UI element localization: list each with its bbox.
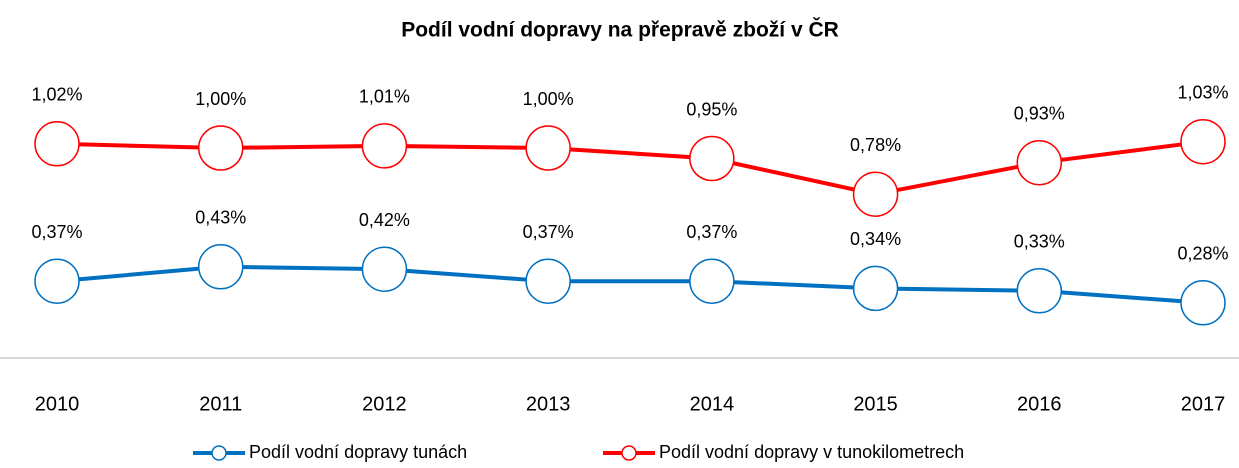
point-marker	[525, 125, 571, 171]
point-marker	[361, 246, 408, 292]
point-marker	[852, 265, 899, 312]
data-label: 1,02%	[31, 85, 82, 105]
point-marker	[525, 258, 571, 304]
data-label: 1,00%	[195, 89, 246, 109]
data-label: 1,03%	[1177, 82, 1228, 102]
data-label: 0,37%	[31, 222, 82, 242]
legend-label: Podíl vodní dopravy tunách	[249, 442, 467, 462]
point-marker	[34, 258, 80, 304]
x-tick-label: 2016	[1017, 393, 1062, 415]
data-label: 0,42%	[359, 210, 410, 230]
chart-title: Podíl vodní dopravy na přepravě zboží v …	[401, 18, 839, 42]
data-label: 0,33%	[1014, 232, 1065, 252]
x-tick-label: 2010	[35, 393, 80, 415]
x-tick-label: 2011	[199, 393, 242, 415]
x-tick-label: 2015	[853, 393, 898, 415]
data-label: 0,93%	[1014, 103, 1065, 123]
point-marker	[689, 135, 735, 182]
x-tick-label: 2013	[526, 393, 571, 415]
data-label: 1,01%	[359, 87, 410, 107]
data-label: 0,28%	[1177, 244, 1228, 264]
point-marker	[34, 121, 80, 167]
x-tick-label: 2012	[362, 393, 407, 415]
point-marker	[361, 123, 408, 169]
point-marker	[197, 125, 244, 171]
point-marker	[689, 258, 735, 304]
point-marker	[1180, 280, 1226, 326]
data-label: 0,37%	[523, 222, 574, 242]
legend-marker	[621, 445, 637, 461]
point-marker	[1180, 118, 1226, 165]
x-tick-label: 2014	[690, 393, 735, 415]
data-label: 0,34%	[850, 229, 901, 249]
data-label: 1,00%	[523, 89, 574, 109]
data-label: 0,37%	[686, 222, 737, 242]
series-line	[56, 139, 1204, 197]
data-label: 0,78%	[850, 135, 901, 155]
data-label: 0,95%	[686, 99, 737, 119]
data-label: 0,43%	[195, 208, 246, 228]
point-marker	[852, 171, 899, 217]
point-marker	[197, 244, 244, 290]
legend-label: Podíl vodní dopravy v tunokilometrech	[659, 442, 964, 462]
x-tick-label: 2017	[1181, 393, 1226, 415]
point-marker	[1016, 139, 1063, 186]
series-line	[56, 264, 1204, 305]
legend-marker	[211, 445, 227, 461]
point-marker	[1016, 268, 1063, 314]
